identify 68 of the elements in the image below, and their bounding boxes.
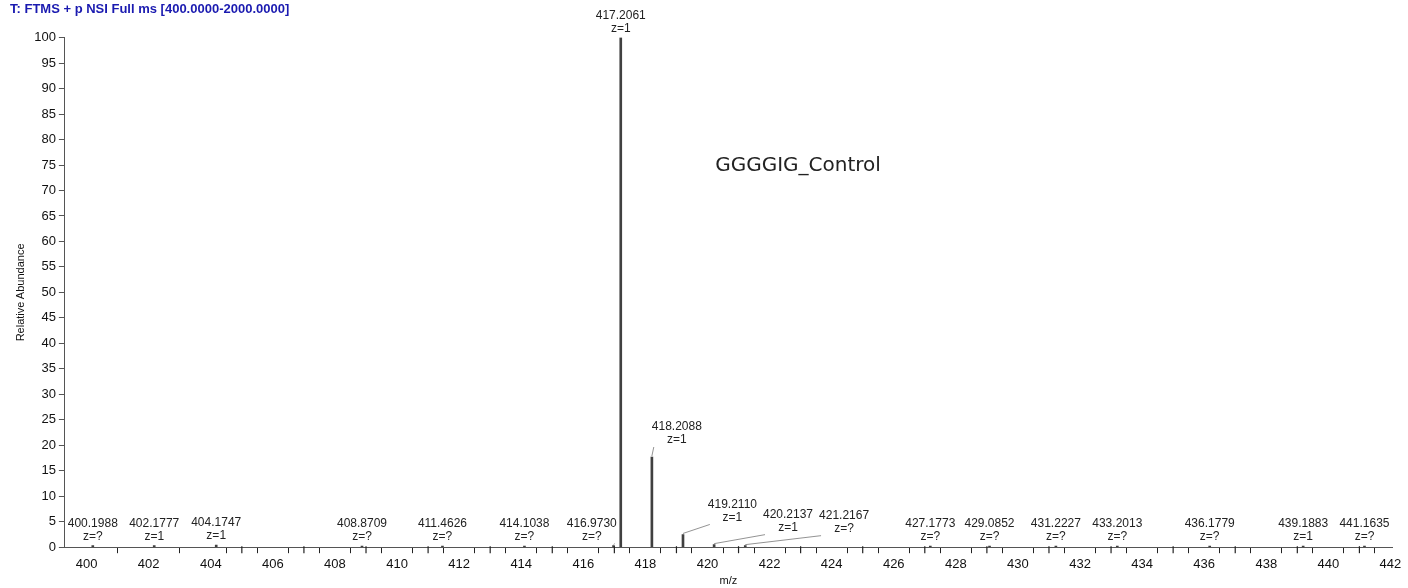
y-tick-label: 90 [41,80,56,96]
y-tick-label: 75 [41,156,56,172]
x-tick-label: 436 [1193,555,1216,571]
annotation: GGGGIG_Control [715,151,881,176]
y-tick-label: 10 [41,487,56,503]
y-tick-label: 45 [41,309,56,325]
x-axis-title: m/z [719,574,738,587]
annotation: 439.1883 z=1 [1278,516,1329,544]
y-tick-label: 0 [48,538,56,554]
x-tick-label: 426 [882,555,905,571]
y-tick-label: 15 [41,462,56,478]
y-tick-label: 20 [41,436,56,452]
y-tick-label: 50 [41,283,56,299]
x-tick-label: 438 [1255,555,1278,571]
x-tick-label: 422 [758,555,781,571]
x-tick-label: 442 [1379,555,1402,571]
x-tick-label: 428 [944,555,967,571]
x-tick-label: 404 [199,555,222,571]
bar [619,37,623,548]
x-tick-label: 408 [324,555,346,571]
x-tick-label: 418 [634,555,657,571]
y-tick-label: 25 [41,411,56,427]
x-tick-label: 432 [1069,555,1091,571]
x-tick-label: 410 [386,555,408,571]
annotation: 400.1988 z=? [67,515,119,543]
annotation: 414.1038 z=? [499,516,550,544]
annotation: 420.2137 z=1 [762,506,814,534]
chart-title: T: FTMS + p NSI Full ms [400.0000-2000.0000] [10,1,290,17]
y-axis-title: Relative Abundance [13,243,26,342]
annotation: 436.1779 z=? [1184,516,1236,544]
annotation: 408.8709 z=? [336,516,388,544]
annotation: 416.9730 z=? [566,515,618,543]
y-tick-label: 35 [41,360,56,376]
y-tick-label: 95 [41,54,56,70]
y-tick-label: 40 [41,334,56,350]
x-tick-label: 412 [448,555,470,571]
annotation: 433.2013 z=? [1092,516,1143,544]
y-tick-label: 30 [41,385,56,401]
x-tick-label: 406 [262,555,284,571]
annotation: 419.2110 z=1 [707,496,758,524]
y-tick-label: 55 [41,258,56,274]
annotation: 429.0852 z=? [964,516,1015,544]
y-tick-label: 70 [41,182,56,198]
y-tick-label: 65 [41,207,56,223]
y-tick-label: 80 [41,131,56,147]
annotation: 418.2088 z=1 [651,419,703,447]
x-tick-label: 420 [696,555,719,571]
annotation: 417.2061 z=1 [595,7,647,35]
x-tick-label: 402 [137,555,160,571]
bar [214,544,218,548]
y-tick-label: 5 [48,513,56,529]
annotation: 431.2227 z=? [1030,516,1082,544]
y-tick-label: 100 [34,29,56,45]
x-tick-label: 400 [75,555,98,571]
annotation: 404.1747 z=1 [191,515,242,543]
annotation: 411.4626 z=? [417,516,468,544]
annotation: 402.1777 z=1 [129,515,180,543]
y-tick-label: 60 [41,233,56,249]
x-tick-label: 414 [510,555,533,571]
y-tick-label: 85 [41,105,56,121]
x-tick-label: 434 [1131,555,1153,571]
annotation: 441.1635 z=? [1339,516,1390,544]
x-tick-label: 440 [1317,555,1340,571]
x-tick-label: 424 [820,555,843,571]
annotation: 421.2167 z=? [819,507,870,535]
annotation: 427.1773 z=? [905,516,956,544]
x-tick-label: 430 [1007,555,1029,571]
x-tick-label: 416 [572,555,595,571]
